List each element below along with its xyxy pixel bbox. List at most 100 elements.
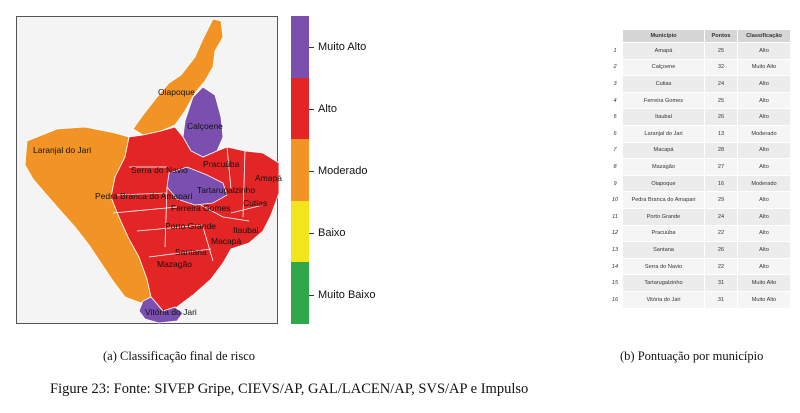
cell-pontos: 29 [704, 191, 738, 209]
cell-municipio: Pracuúba [622, 225, 705, 243]
cell-classificacao: Alto [737, 241, 790, 259]
legend-moderado: Moderado [318, 165, 368, 177]
cell-index: 14 [607, 258, 623, 276]
table-row: 2 Calçoene 32 Muito Alto [607, 59, 790, 77]
cell-index: 9 [607, 175, 623, 193]
cell-pontos: 25 [704, 42, 738, 60]
figure-caption: Figure 23: Fonte: SIVEP Gripe, CIEVS/AP,… [50, 381, 529, 397]
cell-pontos: 31 [704, 291, 738, 309]
risk-colorbar [291, 16, 309, 324]
cell-index: 1 [607, 42, 623, 60]
cell-municipio: Serra do Navio [622, 258, 705, 276]
cell-classificacao: Alto [737, 208, 790, 226]
cell-classificacao: Muito Alto [737, 59, 790, 77]
colorbar-alto [291, 77, 309, 140]
map-label-cutias: Cutias [243, 198, 268, 208]
cell-classificacao: Alto [737, 225, 790, 243]
cell-pontos: 24 [704, 208, 738, 226]
map-label-calcoene: Calçoene [187, 121, 223, 131]
cell-classificacao: Alto [737, 142, 790, 160]
cell-municipio: Itaubal [622, 108, 705, 126]
map-label-pracuuba: Pracuúba [203, 159, 240, 169]
table-row: 15 Tartarugalzinho 31 Muito Alto [607, 274, 790, 292]
cell-municipio: Santana [622, 241, 705, 259]
cell-pontos: 24 [704, 75, 738, 93]
cell-classificacao: Muito Alto [737, 291, 790, 309]
cell-index: 16 [607, 291, 623, 309]
table-row: 7 Macapá 28 Alto [607, 142, 790, 160]
table-row: 12 Pracuúba 22 Alto [607, 225, 790, 243]
cell-classificacao: Muito Alto [737, 274, 790, 292]
cell-index: 3 [607, 75, 623, 93]
legend-muito-alto: Muito Alto [318, 41, 367, 53]
region-alto-block [110, 126, 279, 312]
cell-index: 11 [607, 208, 623, 226]
header-municipio: Município [622, 30, 705, 43]
cell-index: 13 [607, 241, 623, 259]
risk-map: Oiapoque Calçoene Laranjal do Jari Pracu… [16, 16, 282, 324]
map-label-vitoria-do-jari: Vitória do Jari [145, 307, 197, 317]
region-vitoria-do-jari [138, 296, 184, 324]
cell-index: 4 [607, 92, 623, 110]
cell-municipio: Laranjal do Jari [622, 125, 705, 143]
map-label-itaubal: Itaubal [233, 225, 259, 235]
cell-municipio: Mazagão [622, 158, 705, 176]
legend-muito-baixo: Muito Baixo [318, 289, 376, 301]
cell-municipio: Tartarugalzinho [622, 274, 705, 292]
cell-index: 2 [607, 59, 623, 77]
colorbar-baixo [291, 200, 309, 263]
header-pontos: Pontos [704, 30, 738, 43]
caption-b: (b) Pontuação por município [620, 349, 764, 363]
cell-municipio: Macapá [622, 142, 705, 160]
map-label-porto-grande: Porto Grande [165, 221, 217, 231]
map-svg [24, 18, 279, 324]
cell-municipio: Vitória do Jari [622, 291, 705, 309]
legend-alto: Alto [318, 103, 337, 115]
table-row: 13 Santana 26 Alto [607, 241, 790, 259]
cell-municipio: Amapá [622, 42, 705, 60]
cell-index: 7 [607, 142, 623, 160]
score-table: Município Pontos Classificação 1 Amapá 25 A… [607, 30, 790, 315]
cell-index: 8 [607, 158, 623, 176]
cell-municipio: Pedra Branca do Amapari [622, 191, 705, 209]
cell-pontos: 31 [704, 274, 738, 292]
cell-index: 6 [607, 125, 623, 143]
cell-classificacao: Alto [737, 42, 790, 60]
table-row: 5 Itaubal 26 Alto [607, 108, 790, 126]
cell-classificacao: Alto [737, 92, 790, 110]
table-row: 10 Pedra Branca do Amapari 29 Alto [607, 191, 790, 209]
header-index [607, 30, 623, 43]
table-row: 16 Vitória do Jari 31 Muito Alto [607, 291, 790, 309]
map-label-amapa: Amapá [255, 173, 282, 183]
cell-municipio: Oiapoque [622, 175, 705, 193]
cell-classificacao: Moderado [737, 125, 790, 143]
legend-baixo: Baixo [318, 227, 346, 239]
cell-municipio: Ferreira Gomes [622, 92, 705, 110]
cell-pontos: 27 [704, 158, 738, 176]
table-row: 1 Amapá 25 Alto [607, 42, 790, 60]
cell-classificacao: Alto [737, 158, 790, 176]
table-row: 3 Cutias 24 Alto [607, 75, 790, 93]
table-header-row: Município Pontos Classificação [607, 30, 790, 43]
cell-pontos: 16 [704, 175, 738, 193]
cell-municipio: Calçoene [622, 59, 705, 77]
cell-municipio: Cutias [622, 75, 705, 93]
caption-a: (a) Classificação final de risco [103, 349, 256, 363]
cell-pontos: 32 [704, 59, 738, 77]
map-label-pedra-branca: Pedra Branca do Amapari [95, 191, 193, 201]
table-row: 6 Laranjal do Jari 13 Moderado [607, 125, 790, 143]
cell-pontos: 26 [704, 108, 738, 126]
cell-pontos: 13 [704, 125, 738, 143]
cell-index: 15 [607, 274, 623, 292]
cell-classificacao: Alto [737, 258, 790, 276]
cell-classificacao: Alto [737, 108, 790, 126]
cell-pontos: 22 [704, 225, 738, 243]
cell-classificacao: Alto [737, 75, 790, 93]
map-label-tartarugalzinho: Tartarugalzinho [197, 185, 256, 195]
table-row: 8 Mazagão 27 Alto [607, 158, 790, 176]
cell-index: 12 [607, 225, 623, 243]
map-label-serra-do-navio: Serra do Navio [131, 165, 188, 175]
table-row: 14 Serra do Navio 22 Alto [607, 258, 790, 276]
colorbar-moderado [291, 139, 309, 201]
map-label-santana: Santana [175, 247, 207, 257]
